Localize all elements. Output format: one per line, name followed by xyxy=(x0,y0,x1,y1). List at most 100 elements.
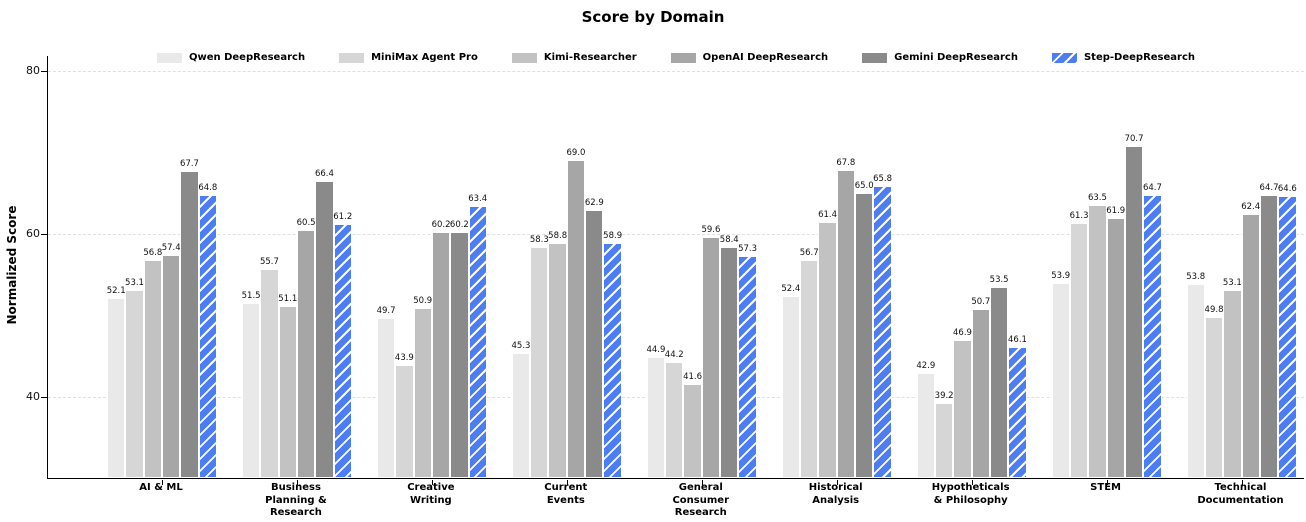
legend-item: Qwen DeepResearch xyxy=(156,52,305,63)
bar xyxy=(260,268,279,478)
bar-value-label: 44.9 xyxy=(646,344,666,355)
bar xyxy=(1204,316,1224,478)
bar-value-label: 44.2 xyxy=(664,350,684,361)
x-category-label: STEM xyxy=(1090,482,1121,493)
bar xyxy=(646,356,666,478)
x-category-label: Current Events xyxy=(544,482,588,506)
bar xyxy=(1051,283,1070,478)
bar xyxy=(934,403,954,478)
bar xyxy=(585,209,604,478)
bar-value-label: 60.5 xyxy=(296,217,316,228)
bar-value-label: 61.3 xyxy=(1069,211,1089,222)
bar xyxy=(107,297,126,478)
chart-title: Score by Domain xyxy=(581,8,725,26)
bar-value-label: 50.7 xyxy=(971,297,991,308)
y-tick-mark xyxy=(41,70,47,72)
bar xyxy=(1143,195,1162,478)
bar-value-label: 53.8 xyxy=(1186,272,1206,283)
bar xyxy=(1223,289,1242,478)
legend-item: MiniMax Agent Pro xyxy=(339,52,478,63)
legend-label: OpenAI DeepResearch xyxy=(702,52,829,63)
y-tick-mark xyxy=(41,396,47,398)
x-tick-mark xyxy=(836,480,838,485)
legend-swatch-icon xyxy=(511,52,537,63)
bar xyxy=(1008,346,1027,478)
gridline xyxy=(48,233,1304,235)
x-tick-mark xyxy=(566,480,568,485)
bar-value-label: 50.9 xyxy=(413,295,433,306)
bar-value-label: 46.9 xyxy=(953,328,972,339)
legend-label: Kimi-Researcher xyxy=(543,52,637,63)
bar-value-label: 64.6 xyxy=(1277,184,1297,195)
x-tick-mark xyxy=(296,480,298,485)
bar xyxy=(376,317,396,478)
bar-value-label: 57.3 xyxy=(738,243,758,254)
bar-value-label: 52.1 xyxy=(106,285,126,296)
legend-label: Step-DeepResearch xyxy=(1083,52,1196,63)
bar-value-label: 67.8 xyxy=(836,158,856,169)
bar-value-label: 55.7 xyxy=(259,256,279,267)
bar xyxy=(873,186,892,478)
x-tick-mark xyxy=(971,480,973,485)
legend-swatch-icon xyxy=(156,52,182,63)
bar xyxy=(989,286,1009,478)
bar-value-label: 53.1 xyxy=(1222,277,1242,288)
x-category-label: Historical Analysis xyxy=(808,482,863,506)
bar-value-label: 39.2 xyxy=(934,391,954,402)
bar-value-label: 59.6 xyxy=(701,224,721,235)
bar-value-label: 52.4 xyxy=(781,283,801,294)
bar-value-label: 66.4 xyxy=(314,169,334,180)
bar-value-label: 56.8 xyxy=(143,247,163,258)
bar xyxy=(431,231,451,478)
bar xyxy=(916,372,935,478)
bar xyxy=(800,260,819,478)
bar-value-label: 70.7 xyxy=(1124,134,1144,145)
bar xyxy=(333,223,352,478)
bar xyxy=(566,160,586,478)
bar xyxy=(665,362,684,478)
bar-value-label: 58.9 xyxy=(603,230,623,241)
bar xyxy=(1106,218,1125,478)
bar-value-label: 64.7 xyxy=(1142,183,1162,194)
legend-item: OpenAI DeepResearch xyxy=(670,52,829,63)
bar xyxy=(1186,284,1205,478)
bar-value-label: 58.4 xyxy=(719,234,739,245)
bar xyxy=(125,289,144,478)
bar-value-label: 53.5 xyxy=(989,274,1009,285)
bar-value-label: 53.1 xyxy=(125,277,144,288)
bar-value-label: 65.8 xyxy=(873,174,892,185)
bar xyxy=(818,222,837,478)
bar xyxy=(278,306,297,478)
x-tick-mark xyxy=(1106,480,1108,485)
bar-value-label: 56.7 xyxy=(799,248,819,259)
x-category-label: AI & ML xyxy=(139,482,183,493)
bar-value-label: 61.2 xyxy=(333,211,353,222)
bar xyxy=(162,254,181,478)
bar xyxy=(953,340,972,478)
bar xyxy=(1241,214,1260,478)
gridline xyxy=(48,70,1304,72)
bar xyxy=(1124,146,1144,478)
bar xyxy=(511,353,531,478)
y-axis-label: Normalized Score xyxy=(5,205,19,325)
x-tick-mark xyxy=(431,480,433,485)
bar xyxy=(143,259,162,478)
bar-value-label: 58.8 xyxy=(548,231,568,242)
bar xyxy=(241,302,261,478)
bar-value-label: 45.3 xyxy=(511,341,531,352)
bar xyxy=(395,364,414,478)
bar xyxy=(1278,196,1297,478)
bar-value-label: 58.3 xyxy=(529,235,549,246)
y-tick-label: 40 xyxy=(26,389,40,403)
bar xyxy=(1259,195,1279,478)
y-tick-label: 80 xyxy=(26,63,40,77)
bar-value-label: 61.4 xyxy=(818,210,837,221)
bar-value-label: 62.9 xyxy=(584,197,604,208)
bar-value-label: 67.7 xyxy=(180,158,199,169)
bar-value-label: 63.4 xyxy=(468,193,488,204)
x-category-label: Creative Writing xyxy=(407,482,455,506)
x-tick-mark xyxy=(1241,480,1243,485)
bar xyxy=(781,295,801,478)
bar xyxy=(450,231,469,478)
bar-value-label: 46.1 xyxy=(1008,334,1027,345)
